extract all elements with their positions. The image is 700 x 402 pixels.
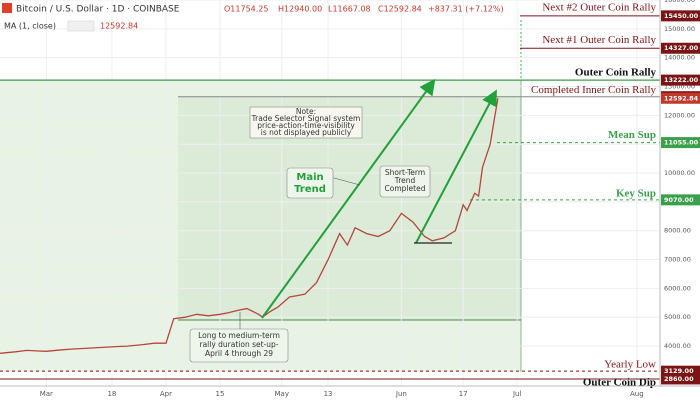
legend-value: 12592.84: [100, 22, 138, 31]
legend-buttons[interactable]: [67, 20, 95, 32]
scale: 4000.005000.006000.007000.008000.009000.…: [40, 0, 700, 398]
annotation: Completed: [385, 184, 426, 193]
price-tag: [661, 42, 700, 54]
annotation: Trend: [394, 176, 416, 185]
short-trend-line: [415, 89, 497, 244]
annotation: Main: [296, 172, 323, 183]
price-tag-label: 12592.84: [664, 94, 699, 102]
annotation: Long to medium-term: [198, 331, 280, 340]
x-tick-label: 18: [107, 390, 116, 398]
level-label: Key Sup: [616, 187, 656, 199]
price-tag-label: 14327.00: [664, 44, 699, 52]
ohlc: O11754.25: [224, 5, 268, 14]
annotation: Trend: [294, 184, 326, 195]
x-tick-label: Aug: [630, 390, 644, 398]
levels: Next #2 Outer Coin Rally Next #1 Outer Co…: [0, 1, 660, 388]
y-tick-label: 5000.00: [664, 313, 691, 321]
level-label: Mean Sup: [608, 129, 656, 141]
x-tick-label: May: [275, 390, 289, 398]
y-tick-label: 13000.00: [664, 83, 695, 91]
annotation: is not displayed publicly: [261, 128, 352, 137]
price-tag-label: 11055.00: [664, 139, 699, 147]
symbol-icon: [2, 3, 12, 13]
price-scale: [660, 0, 700, 386]
y-tick-label: 10000.00: [664, 169, 695, 177]
main-trend-line: [261, 78, 436, 319]
level-label: Yearly Low: [604, 359, 656, 371]
annotation: April 4 through 29: [205, 349, 273, 358]
ohlc: L11667.08: [328, 5, 371, 14]
price-tag: [661, 10, 700, 22]
annotation: rally duration set-up-: [199, 340, 278, 349]
y-tick-label: 14000.00: [664, 54, 695, 62]
y-tick-label: 15000.00: [664, 25, 695, 33]
annotation: price-action-time-visibility: [257, 121, 355, 130]
x-tick-label: 17: [459, 390, 468, 398]
ohlc: C12592.84: [378, 5, 422, 14]
price-tag-label: 3129.00: [664, 367, 694, 375]
price-tag-label: 15450.00: [664, 12, 699, 20]
y-tick-label: 6000.00: [664, 284, 691, 292]
annotation: Note:: [296, 107, 316, 116]
x-tick-label: Jul: [512, 390, 522, 398]
header: Bitcoin / U.S. Dollar · 1D · COINBASE O1…: [2, 3, 504, 32]
price-tag: [661, 137, 700, 149]
ohlc: +837.31 (+7.12%): [428, 5, 504, 14]
y-tick-label: 12000.00: [664, 111, 695, 119]
price-tag-label: 2860.00: [664, 375, 694, 383]
price-tag-label: 9070.00: [664, 196, 694, 204]
y-tick-label: 4000.00: [664, 342, 691, 350]
level-label: Next #1 Outer Coin Rally: [542, 34, 656, 46]
price-tag: [661, 74, 700, 86]
x-tick-label: 15: [216, 390, 225, 398]
symbol: Bitcoin / U.S. Dollar · 1D · COINBASE: [16, 5, 180, 15]
price-tag-label: 13222.00: [664, 76, 699, 84]
ohlc: H12940.00: [278, 5, 322, 14]
settings-button[interactable]: [680, 388, 696, 400]
annotation: Trade Selector Signal system: [251, 114, 361, 123]
price-line: [0, 98, 499, 354]
plot: [0, 98, 499, 354]
price-tag: [661, 92, 700, 104]
level-label: Completed Inner Coin Rally: [531, 84, 656, 96]
legend-name: MA (1, close): [4, 22, 56, 31]
x-tick-label: 13: [324, 390, 333, 398]
x-tick-label: Jun: [395, 390, 407, 398]
level-label: Next #2 Outer Coin Rally: [542, 1, 656, 13]
y-tick-label: 16000.00: [664, 0, 695, 4]
note-box: [249, 106, 363, 139]
price-tag: [661, 365, 700, 377]
callout-box: [379, 165, 431, 198]
price-tag: [661, 194, 700, 206]
y-tick-label: 7000.00: [664, 256, 691, 264]
annotation: Short-Term: [385, 168, 425, 177]
x-tick-label: Mar: [40, 390, 53, 398]
price-tag: [661, 373, 700, 385]
x-tick-label: Apr: [160, 390, 172, 398]
callout-box: [189, 328, 289, 363]
y-tick-label: 8000.00: [664, 227, 691, 235]
callout-box: [286, 167, 334, 199]
level-label: Outer Coin Rally: [575, 67, 657, 79]
level-label: Outer Coin Dip: [583, 376, 656, 388]
